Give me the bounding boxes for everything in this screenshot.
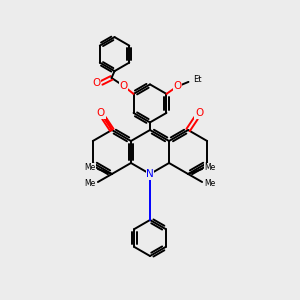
Text: Me: Me [84, 164, 95, 172]
Text: Me: Me [205, 164, 216, 172]
Text: O: O [119, 81, 128, 91]
Text: O: O [195, 108, 203, 118]
Text: O: O [97, 108, 105, 118]
Text: O: O [173, 81, 181, 91]
Text: O: O [92, 78, 101, 88]
Text: Et: Et [193, 75, 202, 84]
Text: Me: Me [205, 178, 216, 188]
Text: Me: Me [84, 178, 95, 188]
Text: N: N [146, 169, 154, 179]
